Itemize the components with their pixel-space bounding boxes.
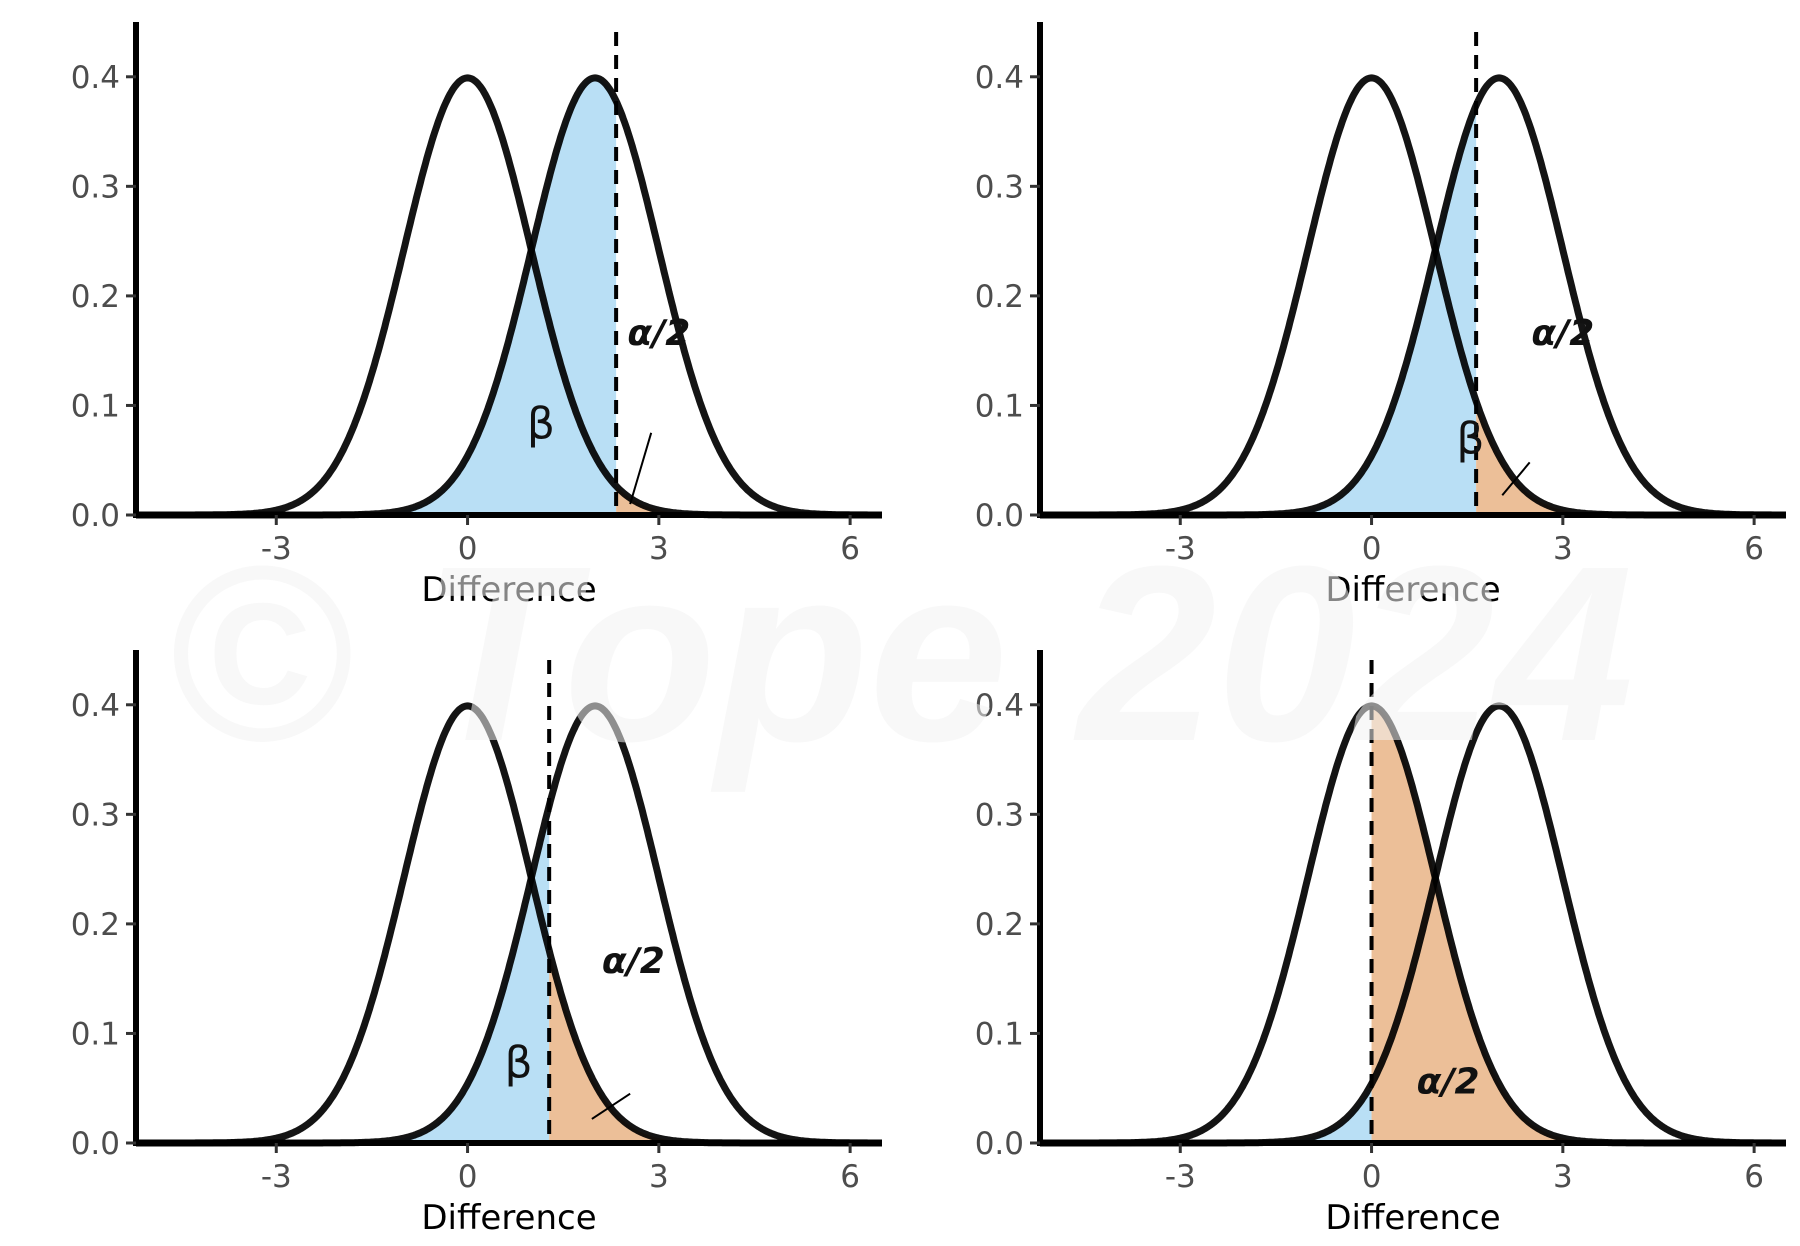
x-tick-label: 3 [649, 531, 669, 567]
alpha-leader-line [1501, 461, 1531, 496]
x-tick-label: 3 [1553, 1159, 1573, 1195]
x-axis-title: Difference [421, 1198, 596, 1238]
y-tick-label: 0.2 [975, 279, 1024, 315]
y-tick-label: 0.2 [71, 279, 120, 315]
beta-region [1040, 1083, 1372, 1143]
y-tick-label: 0.1 [71, 388, 120, 424]
alpha-region [1476, 401, 1786, 515]
alpha-label: α/2 [1531, 313, 1594, 354]
x-tick-label: 0 [458, 531, 478, 567]
x-tick-label: 6 [840, 1159, 860, 1195]
y-tick-label: 0.3 [975, 797, 1024, 833]
y-tick-label: 0.1 [975, 1016, 1024, 1052]
alpha-region [549, 950, 882, 1143]
y-tick-label: 0.0 [975, 498, 1024, 534]
y-tick-label: 0.3 [71, 169, 120, 205]
beta-label: β [1456, 414, 1484, 465]
alpha-label: α/2 [627, 313, 690, 354]
panel-1: 0.0 0.1 0.2 0.3 0.4 -3 0 3 6 Difference β α/2 [71, 22, 885, 610]
y-tick-label: 0.2 [71, 907, 120, 943]
x-tick-label: 6 [840, 531, 860, 567]
panel-4: 0.0 0.1 0.2 0.3 0.4 -3 0 3 6 Difference α/2 [975, 650, 1789, 1238]
y-tick-label: 0.0 [975, 1126, 1024, 1162]
alpha-label: α/2 [602, 941, 665, 982]
alpha-leader-line [629, 432, 653, 505]
x-tick-label: 3 [649, 1159, 669, 1195]
y-tick-label: 0.4 [71, 60, 120, 96]
x-tick-label: 6 [1744, 531, 1764, 567]
beta-label: β [527, 398, 555, 449]
x-axis-title: Difference [1325, 570, 1500, 610]
alpha-leader-line [591, 1092, 631, 1120]
x-tick-label: 0 [1362, 531, 1382, 567]
alpha-label: α/2 [1417, 1062, 1480, 1103]
x-tick-label: 0 [458, 1159, 478, 1195]
x-axis-title: Difference [421, 570, 596, 610]
y-tick-label: 0.3 [71, 797, 120, 833]
x-tick-label: -3 [261, 1159, 292, 1195]
x-axis-title: Difference [1325, 1198, 1500, 1238]
y-tick-label: 0.4 [975, 688, 1024, 724]
y-tick-label: 0.1 [975, 388, 1024, 424]
beta-region [136, 805, 550, 1143]
x-tick-label: -3 [1165, 531, 1196, 567]
panel-3: 0.0 0.1 0.2 0.3 0.4 -3 0 3 6 Difference β α/2 [71, 650, 885, 1238]
y-tick-label: 0.3 [975, 169, 1024, 205]
x-tick-label: 6 [1744, 1159, 1764, 1195]
y-tick-label: 0.0 [71, 498, 120, 534]
beta-region [1040, 105, 1477, 515]
y-tick-label: 0.4 [975, 60, 1024, 96]
y-tick-label: 0.0 [71, 1126, 120, 1162]
beta-region [136, 77, 617, 515]
x-tick-label: -3 [1165, 1159, 1196, 1195]
x-tick-label: -3 [261, 531, 292, 567]
x-tick-label: 3 [1553, 531, 1573, 567]
beta-label: β [505, 1037, 533, 1088]
watermark: © Tope 2024 [166, 514, 1633, 793]
y-tick-label: 0.4 [71, 688, 120, 724]
y-tick-label: 0.2 [975, 907, 1024, 943]
panel-2: 0.0 0.1 0.2 0.3 0.4 -3 0 3 6 Difference β α/2 [975, 22, 1789, 610]
x-tick-label: 0 [1362, 1159, 1382, 1195]
y-tick-label: 0.1 [71, 1016, 120, 1052]
